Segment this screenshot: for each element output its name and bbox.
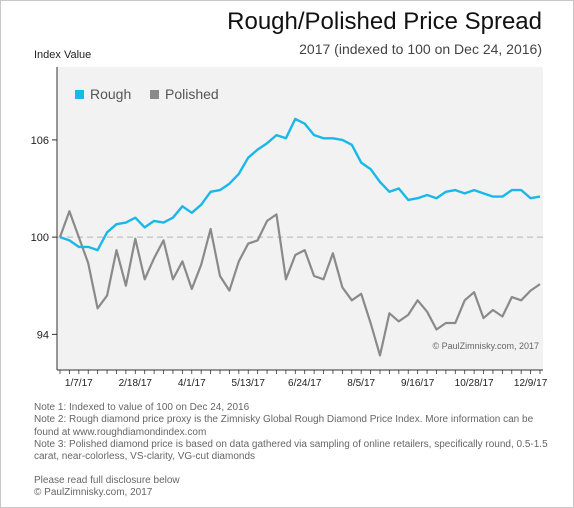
x-tick-label: 8/5/17 [347,378,375,389]
y-axis-label: Index Value [34,49,92,61]
plot-area [57,67,543,370]
disclosure-text: Please read full disclosure below [34,475,180,486]
x-tick-label: 12/9/17 [514,378,548,389]
copyright-text: © PaulZimnisky.com, 2017 [34,487,153,499]
watermark: © PaulZimnisky.com, 2017 [432,341,539,351]
legend-label-polished: Polished [165,86,219,102]
x-ticks: 1/7/17 2/18/17 4/1/17 5/13/17 6/24/17 8/5/17 9… [59,370,548,389]
y-tick-label: 106 [31,135,49,147]
line-chart: 94 100 106 1/7/17 2/18/17 4/1/17 5/13/17 6/24/… [31,67,548,389]
y-tick-label: 94 [37,329,49,341]
chart-subtitle: 2017 (indexed to 100 on Dec 24, 2016) [299,41,542,57]
legend: Rough Polished [75,86,219,102]
chart-title: Rough/Polished Price Spread [227,8,542,35]
legend-swatch-polished [150,90,159,99]
x-tick-label: 9/16/17 [401,378,435,389]
note-2: Note 2: Rough diamond price proxy is the… [34,414,534,438]
x-tick-label: 5/13/17 [232,378,266,389]
x-tick-label: 10/28/17 [455,378,494,389]
legend-label-rough: Rough [90,86,131,102]
series-line-polished [58,210,541,357]
x-tick-label: 2/18/17 [119,378,153,389]
note-1: Note 1: Indexed to value of 100 on Dec 2… [34,402,250,413]
series-line-rough [59,117,541,252]
notes: Note 1: Indexed to value of 100 on Dec 2… [34,402,554,463]
y-tick-label: 100 [31,232,49,244]
legend-swatch-rough [75,90,84,99]
x-tick-label: 1/7/17 [65,378,93,389]
footer: Please read full disclosure below © Paul… [34,475,180,500]
x-tick-label: 6/24/17 [288,378,322,389]
note-3: Note 3: Polished diamond price is based … [34,438,548,463]
y-ticks: 94 100 106 [31,135,57,341]
x-tick-label: 4/1/17 [178,378,206,389]
